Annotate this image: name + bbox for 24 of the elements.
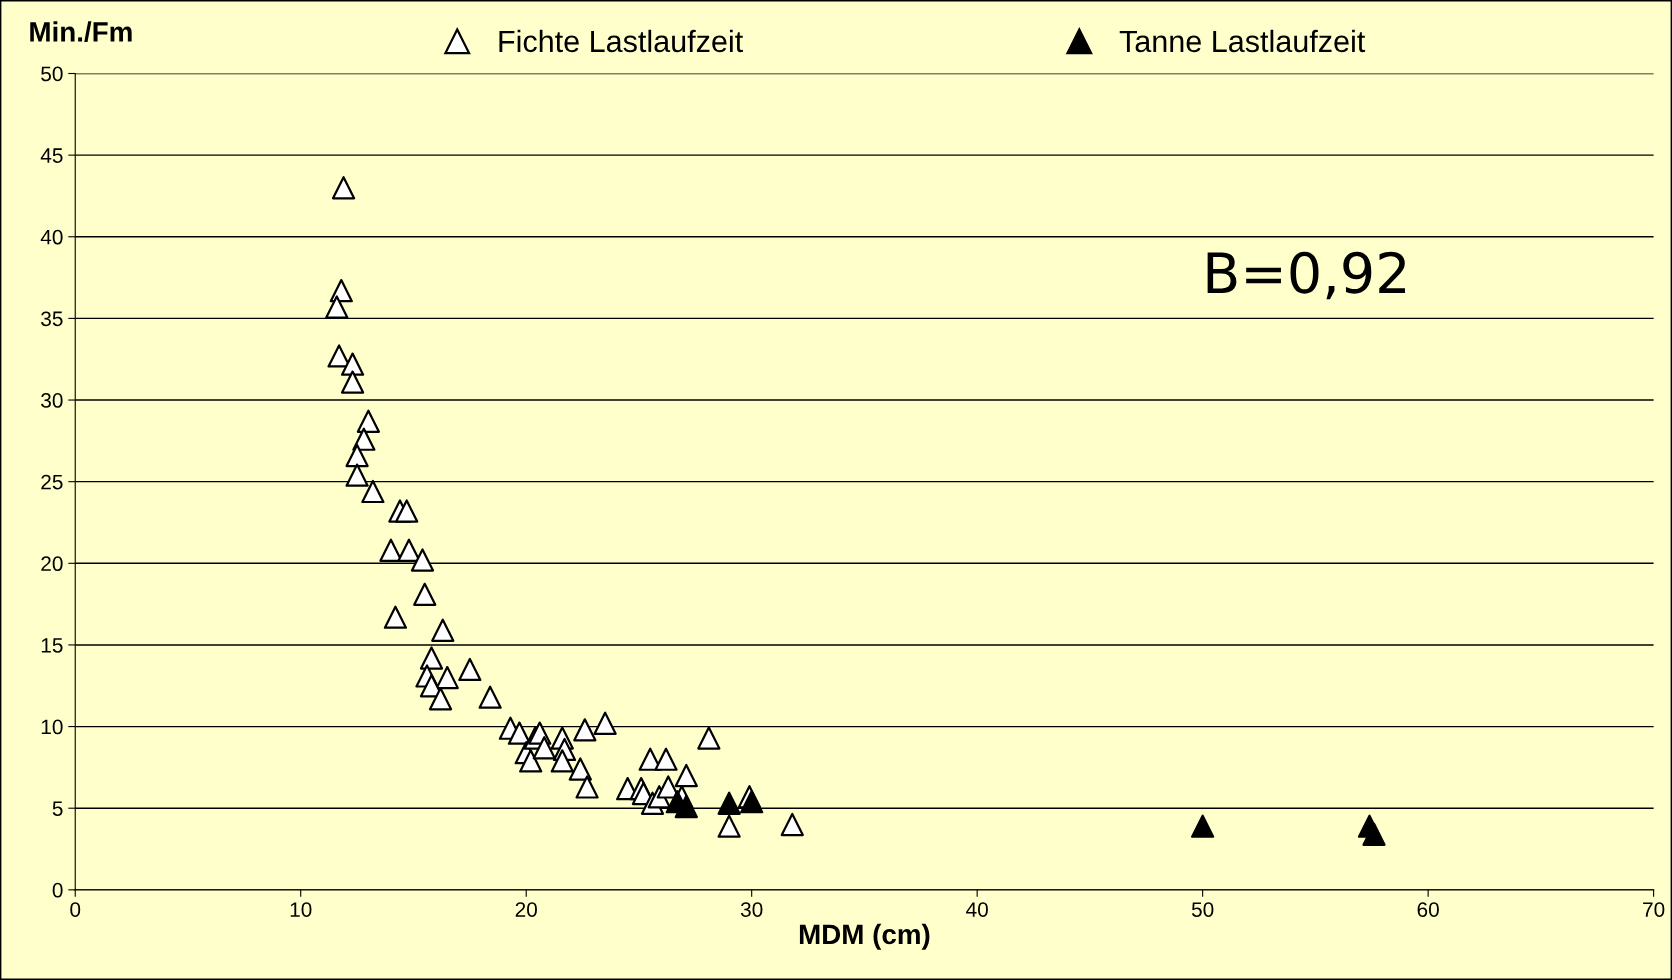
y-tick-label: 25 [41,474,63,490]
legend-label: Tanne Lastlaufzeit [1119,29,1366,53]
x-axis-title: MDM (cm) [799,923,930,950]
y-tick-label: 45 [40,148,63,163]
x-tick-label: 20 [515,902,537,917]
x-tick-label: 60 [1417,902,1439,917]
x-tick-label: 0 [70,902,81,917]
x-tick-label: 30 [740,902,763,917]
y-tick-label: 40 [40,229,63,245]
y-tick-label: 5 [52,801,63,816]
x-tick-label: 10 [290,902,312,917]
y-tick-label: 0 [52,882,63,898]
y-tick-label: 50 [41,66,63,82]
y-tick-label: 10 [41,719,63,735]
legend-label: Fichte Lastlaufzeit [499,29,743,53]
x-tick-label: 50 [1191,902,1214,917]
y-tick-label: 30 [41,393,63,408]
x-tick-label: 40 [966,902,988,917]
y-axis-title: Min./Fm [30,21,132,43]
y-tick-label: 15 [41,638,63,653]
y-tick-label: 35 [41,311,63,327]
y-tick-label: 20 [41,556,63,572]
x-tick-label: 70 [1643,902,1665,917]
annotation: B=0,92 [1207,251,1405,300]
